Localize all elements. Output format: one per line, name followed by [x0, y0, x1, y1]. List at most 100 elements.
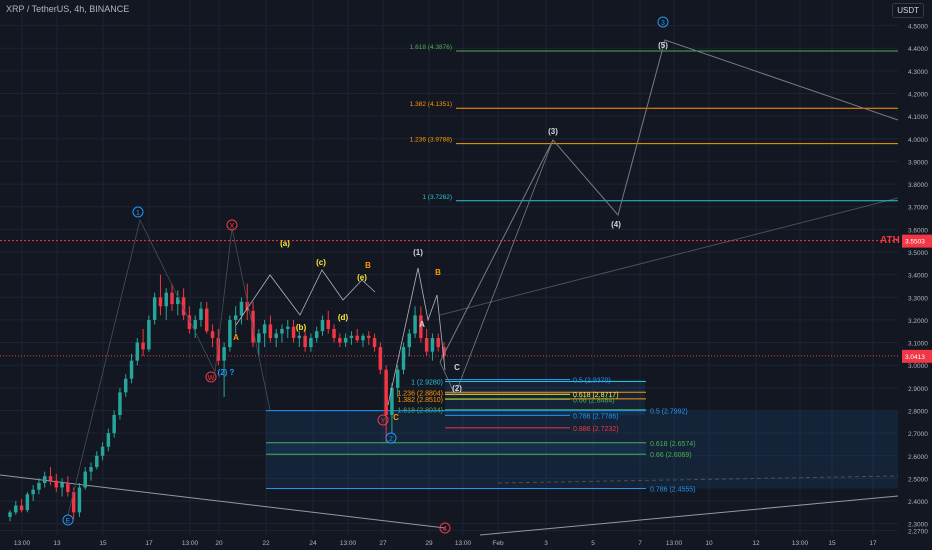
price-tick-label: 4.5000 — [908, 24, 928, 31]
wave-label-circle — [226, 219, 238, 231]
dashed-trendline — [497, 475, 899, 484]
price-tick-label: 4.4000 — [908, 46, 928, 53]
candle-body — [343, 338, 348, 343]
wave-label-circle — [657, 16, 669, 28]
wave-label: 1 — [136, 210, 140, 217]
ath-label: ATH — [880, 234, 900, 246]
time-tick-label: 13:00 — [340, 540, 357, 547]
time-tick-label: 13:00 — [666, 540, 683, 547]
rising-trendline — [439, 197, 899, 316]
candle-body — [338, 338, 342, 343]
candle-body — [413, 315, 417, 334]
candle-body — [384, 369, 388, 416]
fib-label-short: 1.618 (2.8034) — [397, 408, 443, 415]
candle-body — [89, 467, 93, 472]
time-tick-label: 12 — [752, 540, 760, 547]
candle-body — [251, 310, 255, 343]
candle-body — [106, 433, 111, 447]
fib-label-right: 0.66 (2.8484) — [573, 398, 615, 405]
candle-body — [367, 335, 371, 339]
wave-1-path — [387, 267, 446, 406]
candle-body — [274, 333, 278, 339]
wave-label: A — [419, 320, 425, 329]
time-tick-label: 17 — [869, 540, 877, 547]
current-price-tag — [902, 349, 932, 363]
price-tick-label: 3.8000 — [908, 182, 928, 189]
wave-label-circle — [62, 514, 74, 526]
candle-body — [112, 415, 116, 434]
candle-body — [129, 360, 134, 379]
candle-body — [210, 331, 215, 339]
candle-body — [176, 297, 180, 305]
candle-body — [25, 494, 30, 511]
wave-label: (d) — [338, 313, 349, 322]
candle-body — [349, 335, 354, 339]
price-tick-label: 3.4000 — [908, 273, 928, 280]
candle-body — [152, 297, 157, 320]
candle-body — [395, 369, 400, 388]
wave-label: B — [365, 261, 371, 270]
candle-body — [48, 476, 53, 481]
wave-label: (5) — [658, 41, 668, 50]
candle-body — [228, 319, 232, 348]
candle-body — [355, 335, 359, 341]
wave-label: (2) ? — [218, 368, 235, 377]
price-tick-label: 2.3000 — [908, 522, 928, 529]
wave-label-circle — [385, 432, 397, 444]
fib-label-lower: 0.786 (2.4555) — [650, 486, 696, 493]
price-tick-label: 3.1000 — [908, 341, 928, 348]
candle-body — [187, 315, 192, 329]
candle-body — [372, 338, 377, 348]
candle-body — [19, 505, 24, 511]
time-tick-label: 22 — [262, 540, 270, 547]
candle-body — [257, 333, 261, 343]
candle-body — [239, 301, 244, 316]
candle-body — [390, 387, 394, 416]
candle-body — [378, 347, 383, 370]
time-tick-label: 20 — [215, 540, 223, 547]
time-tick-label: 15 — [99, 540, 107, 547]
candle-body — [280, 328, 284, 334]
candle-body — [320, 319, 325, 332]
candle-body — [332, 328, 336, 339]
candle-body — [37, 482, 41, 490]
macro-wave-path — [67, 218, 271, 516]
wave-label-circle — [377, 414, 389, 426]
candle-body — [77, 487, 82, 513]
candle-body — [262, 324, 267, 334]
fib-label-right: 0.786 (2.7786) — [573, 413, 619, 420]
wave-label-circle — [205, 371, 217, 383]
time-tick-label: 13:00 — [14, 540, 31, 547]
retracement-zone-inner — [266, 442, 646, 455]
time-tick-label: 24 — [309, 540, 317, 547]
price-tick-label: 3.3000 — [908, 295, 928, 302]
wave-label: (1) — [413, 248, 423, 257]
wave-label: (e) — [357, 273, 367, 282]
wave-label: (a) — [280, 239, 290, 248]
candle-body — [141, 342, 145, 350]
fib-label-lower: 0.618 (2.6574) — [650, 441, 696, 448]
price-tick-label: 4.1000 — [908, 114, 928, 121]
fib-label-upper: 1.382 (4.1351) — [410, 101, 452, 108]
price-tick-label: 4.3000 — [908, 69, 928, 76]
currency-button[interactable]: USDT — [892, 3, 924, 18]
candle-body — [314, 331, 319, 339]
retracement-zone — [266, 410, 898, 489]
wave-label-circle — [132, 206, 144, 218]
projection-path-2 — [439, 139, 554, 397]
lower-trendline — [479, 495, 899, 536]
price-tick-label: 3.2000 — [908, 318, 928, 325]
candle-body — [71, 491, 76, 513]
wave-label: (4) — [611, 220, 621, 229]
price-tick-label: 2.2700 — [908, 528, 928, 535]
candle-body — [297, 335, 302, 339]
candle-body — [424, 338, 429, 352]
candle-body — [286, 326, 290, 329]
price-tick-label: 2.5000 — [908, 476, 928, 483]
wave-label: 4 — [443, 526, 447, 533]
candle-body — [245, 301, 249, 311]
support-trendline — [0, 474, 446, 529]
candle-body — [442, 347, 446, 357]
candle-body — [205, 308, 209, 332]
